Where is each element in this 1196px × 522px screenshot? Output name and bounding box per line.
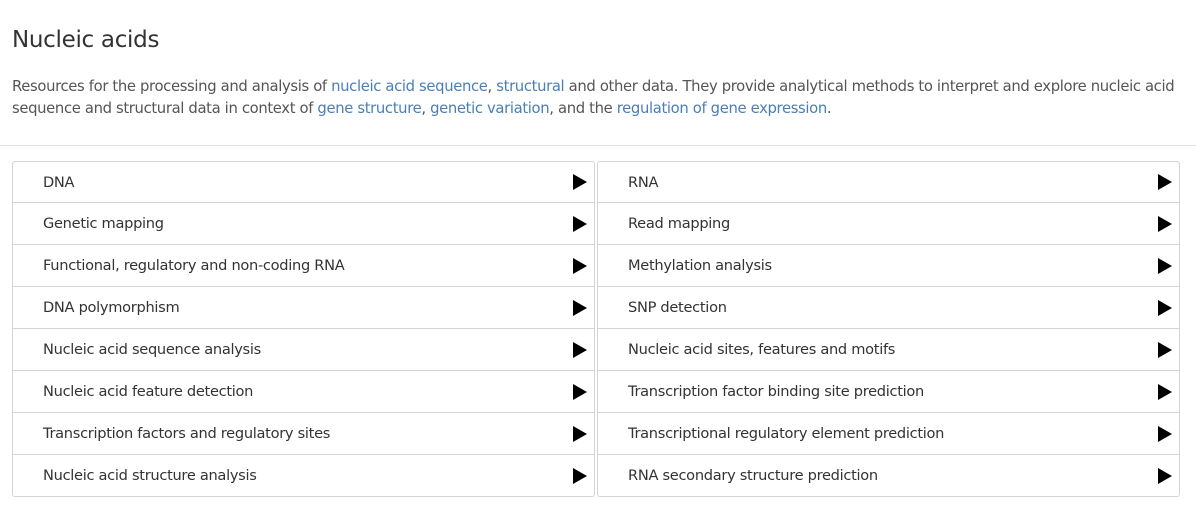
description-text: , and the	[549, 100, 617, 117]
arrow-right-icon	[573, 467, 587, 484]
arrow-right-icon	[1158, 174, 1172, 190]
category-item-label: Nucleic acid sequence analysis	[43, 341, 261, 358]
category-item[interactable]: Nucleic acid sequence analysis	[12, 329, 595, 371]
category-item-label: SNP detection	[628, 299, 727, 316]
category-item-label: Functional, regulatory and non-coding RN…	[43, 257, 345, 274]
category-item-label: Transcription factor binding site predic…	[628, 383, 924, 400]
link-genetic-variation[interactable]: genetic variation	[430, 100, 550, 117]
category-item[interactable]: RNA secondary structure prediction	[597, 455, 1180, 497]
arrow-right-icon	[573, 215, 587, 232]
description-text: ,	[487, 78, 497, 95]
arrow-right-icon	[1158, 383, 1172, 400]
description-text: Resources for the processing and analysi…	[12, 78, 332, 95]
arrow-right-icon	[573, 383, 587, 400]
description-text: and other data. They provide analytical …	[12, 78, 1175, 117]
link-gene-structure[interactable]: gene structure	[317, 100, 422, 117]
category-column-right: RNA Read mapping Methylation analysis SN…	[597, 161, 1180, 498]
arrow-right-icon	[573, 341, 587, 358]
link-structural[interactable]: structural	[496, 78, 565, 95]
arrow-right-icon	[573, 425, 587, 442]
arrow-right-icon	[1158, 299, 1172, 316]
category-item-label: RNA	[628, 173, 659, 191]
category-item[interactable]: Nucleic acid structure analysis	[12, 455, 595, 497]
category-item[interactable]: DNA	[12, 161, 595, 203]
category-item[interactable]: Nucleic acid feature detection	[12, 371, 595, 413]
category-item[interactable]: Transcription factor binding site predic…	[597, 371, 1180, 413]
category-item-label: RNA secondary structure prediction	[628, 467, 878, 484]
arrow-right-icon	[1158, 425, 1172, 442]
arrow-right-icon	[1158, 215, 1172, 232]
category-item-label: Nucleic acid feature detection	[43, 383, 254, 400]
category-item[interactable]: Functional, regulatory and non-coding RN…	[12, 245, 595, 287]
category-item[interactable]: Methylation analysis	[597, 245, 1180, 287]
category-item-label: DNA	[43, 173, 75, 191]
category-item-label: Transcriptional regulatory element predi…	[628, 425, 945, 442]
category-item[interactable]: Transcriptional regulatory element predi…	[597, 413, 1180, 455]
category-item-label: Genetic mapping	[43, 215, 164, 232]
category-item[interactable]: RNA	[597, 161, 1180, 203]
category-item[interactable]: SNP detection	[597, 287, 1180, 329]
arrow-right-icon	[573, 257, 587, 274]
category-item-label: Methylation analysis	[628, 257, 772, 274]
page-title: Nucleic acids	[12, 27, 160, 53]
category-item[interactable]: DNA polymorphism	[12, 287, 595, 329]
category-grid: DNA Genetic mapping Functional, regulato…	[12, 161, 1180, 498]
arrow-right-icon	[573, 174, 587, 190]
category-item[interactable]: Genetic mapping	[12, 203, 595, 245]
category-item[interactable]: Nucleic acid sites, features and motifs	[597, 329, 1180, 371]
category-column-left: DNA Genetic mapping Functional, regulato…	[12, 161, 595, 498]
category-item-label: DNA polymorphism	[43, 299, 180, 316]
description-text: .	[826, 100, 832, 117]
section-divider	[0, 145, 1196, 146]
category-item-label: Read mapping	[628, 215, 730, 232]
category-item-label: Transcription factors and regulatory sit…	[43, 425, 331, 442]
page-description: Resources for the processing and analysi…	[12, 76, 1190, 120]
arrow-right-icon	[1158, 341, 1172, 358]
category-item-label: Nucleic acid sites, features and motifs	[628, 341, 896, 358]
link-regulation-of-gene-expression[interactable]: regulation of gene expression	[616, 100, 828, 117]
arrow-right-icon	[1158, 257, 1172, 274]
category-item-label: Nucleic acid structure analysis	[43, 467, 257, 484]
arrow-right-icon	[573, 299, 587, 316]
arrow-right-icon	[1158, 467, 1172, 484]
description-text: ,	[421, 100, 431, 117]
category-item[interactable]: Read mapping	[597, 203, 1180, 245]
link-nucleic-acid-sequence[interactable]: nucleic acid sequence	[331, 78, 488, 95]
category-item[interactable]: Transcription factors and regulatory sit…	[12, 413, 595, 455]
